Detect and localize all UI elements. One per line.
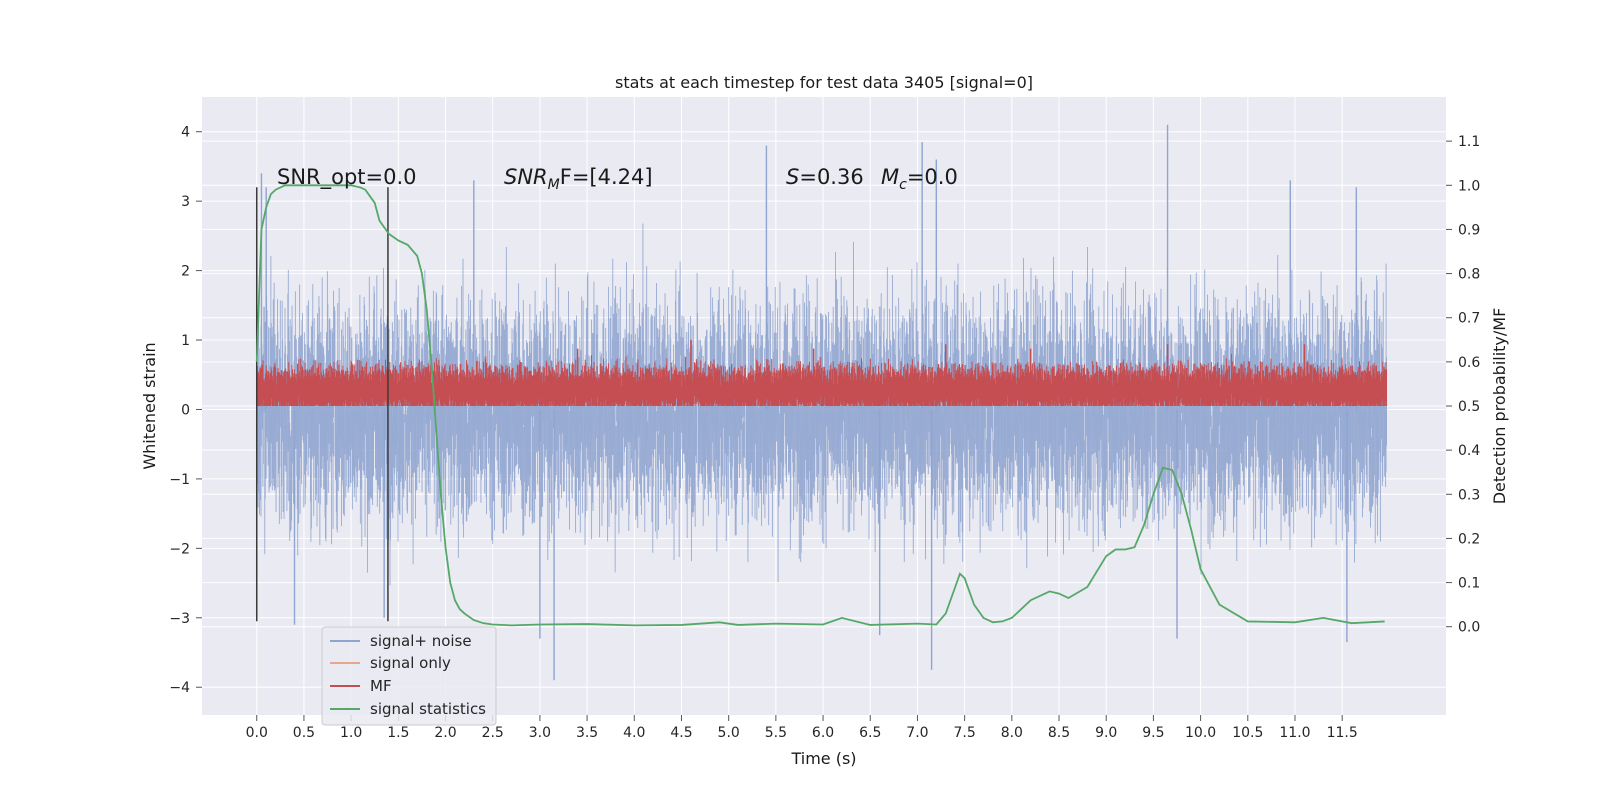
mc-label: M [881,165,899,189]
x-tick-label: 8.5 [1048,725,1070,741]
y-right-tick-label: 0.2 [1458,531,1480,547]
annotation-s: S=0.36 [786,165,864,189]
y-left-tick-label: −3 [169,611,190,627]
x-tick-label: 6.0 [812,725,834,741]
chart-title: stats at each timestep for test data 340… [615,73,1033,92]
x-tick-label: 5.5 [765,725,787,741]
y-left-tick-labels: 4 3 2 1 0 −1 −2 −3 −4 [169,125,202,696]
mc-sub: c [899,177,907,193]
x-tick-label: 0.0 [246,725,268,741]
x-tick-label: 11.0 [1279,725,1310,741]
x-tick-label: 11.5 [1327,725,1358,741]
legend-label-mf: MF [370,677,392,695]
legend-label-noise: signal+ noise [370,632,472,650]
y-right-tick-labels: 1.1 1.0 0.9 0.8 0.7 0.6 0.5 0.4 0.3 0.2 0.1 0.0 [1446,134,1480,636]
x-tick-label: 7.0 [906,725,928,741]
y-right-tick-label: 1.0 [1458,178,1480,194]
snr-mf-base: SNR [504,165,548,189]
y-left-tick-label: 4 [181,125,190,141]
y-left-tick-label: 1 [181,333,190,349]
snr-mf-rest: F=[4.24] [560,165,653,189]
x-tick-label: 9.5 [1142,725,1164,741]
legend-label-stats: signal statistics [370,700,486,718]
y-left-tick-label: 2 [181,264,190,280]
y-right-tick-label: 1.1 [1458,134,1480,150]
noise-spikes [260,124,1358,681]
y-left-tick-label: −4 [169,680,190,696]
annotation-snr-mf: SNRMF=[4.24] [504,165,653,193]
x-tick-label: 4.5 [670,725,692,741]
x-tick-label: 5.0 [718,725,740,741]
y-axis-left-label: Whitened strain [140,342,159,469]
y-left-tick-label: 0 [181,402,190,418]
x-tick-labels: 0.0 0.5 1.0 1.5 2.0 2.5 3.0 3.5 4.0 4.5 5.0 5.5 6.0 6… [246,715,1358,741]
y-right-tick-label: 0.3 [1458,487,1480,503]
annotation-snr-opt: SNR_opt=0.0 [277,165,417,190]
y-right-tick-label: 0.5 [1458,399,1480,415]
y-axis-right-label: Detection probability/MF [1490,308,1509,505]
x-tick-label: 7.5 [954,725,976,741]
mc-value: =0.0 [907,165,958,189]
x-tick-label: 9.0 [1095,725,1117,741]
y-right-tick-label: 0.9 [1458,222,1480,238]
y-right-tick-label: 0.7 [1458,311,1480,327]
x-tick-label: 6.5 [859,725,881,741]
x-tick-label: 1.0 [340,725,362,741]
legend: signal+ noise signal only MF signal stat… [321,626,497,726]
y-left-tick-label: −2 [169,541,190,557]
y-right-tick-label: 0.0 [1458,620,1480,636]
x-tick-label: 3.5 [576,725,598,741]
y-left-tick-label: −1 [169,472,190,488]
x-tick-label: 8.0 [1001,725,1023,741]
x-axis-label: Time (s) [790,749,856,768]
y-right-tick-label: 0.8 [1458,267,1480,283]
vertical-markers [255,187,389,622]
snr-mf-sub: M [548,177,560,193]
signal-statistics-line [255,184,1385,627]
mf-spikes [576,339,1306,384]
x-tick-label: 3.0 [529,725,551,741]
legend-box [321,626,497,726]
s-value: =0.36 [799,165,863,189]
x-tick-label: 10.0 [1185,725,1216,741]
x-tick-label: 2.5 [482,725,504,741]
x-tick-label: 4.0 [623,725,645,741]
x-tick-label: 10.5 [1232,725,1263,741]
x-tick-label: 1.5 [387,725,409,741]
s-label: S [786,165,799,189]
x-tick-label: 0.5 [293,725,315,741]
legend-label-signal-only: signal only [370,654,451,672]
y-right-tick-label: 0.4 [1458,443,1480,459]
x-tick-label: 2.0 [434,725,456,741]
annotation-mc: Mc=0.0 [881,165,958,193]
y-right-tick-label: 0.1 [1458,576,1480,592]
y-left-tick-label: 3 [181,194,190,210]
y-right-tick-label: 0.6 [1458,355,1480,371]
